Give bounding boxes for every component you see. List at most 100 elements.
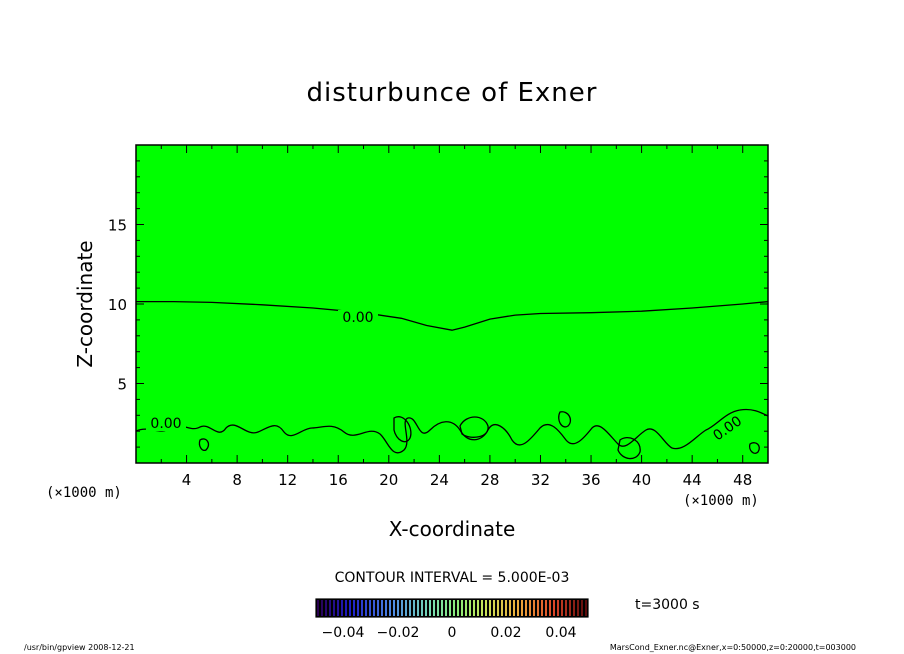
colorbar-stripe bbox=[553, 600, 555, 616]
colorbar-stripe bbox=[397, 600, 399, 616]
colorbar-stripe bbox=[453, 600, 455, 616]
contour-interval-label: CONTOUR INTERVAL = 5.000E-03 bbox=[335, 570, 570, 586]
colorbar-tick-label: −0.02 bbox=[377, 625, 420, 641]
colorbar-stripe bbox=[425, 600, 427, 616]
colorbar-stripe bbox=[437, 600, 439, 616]
colorbar-stripe bbox=[477, 600, 479, 616]
closed-contour bbox=[393, 416, 412, 443]
colorbar-stripe bbox=[365, 600, 367, 616]
colorbar-stripe bbox=[381, 600, 383, 616]
colorbar-stripe bbox=[417, 600, 419, 616]
x-axis-ticks: 4 8 12 16 20 24 28 32 36 40 44 48 bbox=[160, 145, 752, 489]
x-tick-label: 12 bbox=[278, 471, 297, 489]
x-tick-label: 32 bbox=[531, 471, 550, 489]
colorbar-stripe bbox=[441, 600, 443, 616]
colorbar-tick-label: −0.04 bbox=[322, 625, 365, 641]
colorbar-stripe bbox=[565, 600, 567, 616]
colorbar-stripe bbox=[457, 600, 459, 616]
colorbar-stripe bbox=[569, 600, 571, 616]
footer-left: /usr/bin/gpview 2008-12-21 bbox=[24, 643, 135, 652]
x-tick-label: 24 bbox=[430, 471, 449, 489]
colorbar-stripe bbox=[485, 600, 487, 616]
colorbar-stripe bbox=[361, 600, 363, 616]
contour-label: 0.00 bbox=[342, 310, 373, 326]
contour-label-bg bbox=[706, 410, 749, 446]
colorbar-stripe bbox=[357, 600, 359, 616]
closed-contour bbox=[558, 411, 572, 428]
colorbar-tick-label: 0.04 bbox=[545, 625, 576, 641]
colorbar-stripe bbox=[577, 600, 579, 616]
colorbar-stripe bbox=[385, 600, 387, 616]
x-tick-label: 4 bbox=[182, 471, 192, 489]
x-tick-label: 44 bbox=[683, 471, 702, 489]
zero-contour-upper bbox=[136, 300, 769, 331]
x-tick-label: 40 bbox=[632, 471, 651, 489]
colorbar-stripe bbox=[401, 600, 403, 616]
colorbar-stripe bbox=[529, 600, 531, 616]
x-tick-label: 20 bbox=[379, 471, 398, 489]
x-tick-label: 48 bbox=[733, 471, 752, 489]
colorbar-stripe bbox=[525, 600, 527, 616]
colorbar-stripe bbox=[373, 600, 375, 616]
colorbar-stripe bbox=[389, 600, 391, 616]
colorbar-stripe bbox=[341, 600, 343, 616]
colorbar-stripe bbox=[413, 600, 415, 616]
colorbar-tick-label: 0 bbox=[448, 625, 457, 641]
contour-label: 0.00 bbox=[150, 416, 181, 432]
chart-title: disturbunce of Exner bbox=[307, 78, 598, 108]
colorbar-stripe bbox=[521, 600, 523, 616]
x-axis-label: X-coordinate bbox=[389, 517, 516, 541]
time-label: t=3000 s bbox=[635, 597, 700, 613]
colorbar-stripe bbox=[353, 600, 355, 616]
colorbar-stripe bbox=[461, 600, 463, 616]
closed-contour bbox=[198, 438, 210, 452]
colorbar-stripe bbox=[581, 600, 583, 616]
contour-lines bbox=[135, 300, 769, 460]
zero-contour-lower bbox=[135, 408, 769, 454]
colorbar-stripe bbox=[449, 600, 451, 616]
colorbar-stripe bbox=[533, 600, 535, 616]
y-tick-label: 10 bbox=[108, 296, 127, 314]
contour-label-bg bbox=[338, 310, 378, 325]
colorbar-tick-label: 0.02 bbox=[490, 625, 521, 641]
colorbar-stripe bbox=[405, 600, 407, 616]
colorbar-stripe bbox=[393, 600, 395, 616]
y-tick-label: 5 bbox=[117, 376, 127, 394]
colorbar-stripe bbox=[493, 600, 495, 616]
colorbar-stripe bbox=[497, 600, 499, 616]
colorbar-stripe bbox=[501, 600, 503, 616]
closed-contour bbox=[748, 442, 760, 454]
colorbar-stripe bbox=[345, 600, 347, 616]
colorbar-stripe bbox=[329, 600, 331, 616]
colorbar-stripe bbox=[409, 600, 411, 616]
colorbar-stripe bbox=[557, 600, 559, 616]
x-tick-label: 8 bbox=[232, 471, 242, 489]
colorbar-frame bbox=[315, 598, 589, 618]
colorbar-stripe bbox=[481, 600, 483, 616]
colorbar-stripe bbox=[545, 600, 547, 616]
y-axis-unit: (×1000 m) bbox=[46, 485, 122, 501]
colorbar-stripe bbox=[465, 600, 467, 616]
colorbar-stripe bbox=[317, 600, 319, 616]
colorbar-stripe bbox=[489, 600, 491, 616]
x-axis-unit: (×1000 m) bbox=[683, 493, 759, 509]
colorbar-stripe bbox=[561, 600, 563, 616]
colorbar-stripe bbox=[513, 600, 515, 616]
colorbar-stripe bbox=[337, 600, 339, 616]
contour-label-bg bbox=[146, 416, 186, 431]
colorbar-stripe bbox=[537, 600, 539, 616]
footer-right: MarsCond_Exner.nc@Exner,x=0:50000,z=0:20… bbox=[610, 643, 856, 652]
colorbar-stripe bbox=[469, 600, 471, 616]
colorbar-tick-labels: −0.04 −0.02 0 0.02 0.04 bbox=[322, 625, 577, 641]
colorbar-stripe bbox=[325, 600, 327, 616]
colorbar-stripe bbox=[517, 600, 519, 616]
colorbar bbox=[316, 599, 588, 617]
colorbar-stripe bbox=[321, 600, 323, 616]
colorbar-stripe bbox=[349, 600, 351, 616]
x-tick-label: 16 bbox=[329, 471, 348, 489]
contour-fill-area bbox=[136, 145, 768, 463]
colorbar-stripe bbox=[549, 600, 551, 616]
colorbar-stripe bbox=[585, 600, 587, 616]
closed-contour bbox=[617, 437, 641, 460]
